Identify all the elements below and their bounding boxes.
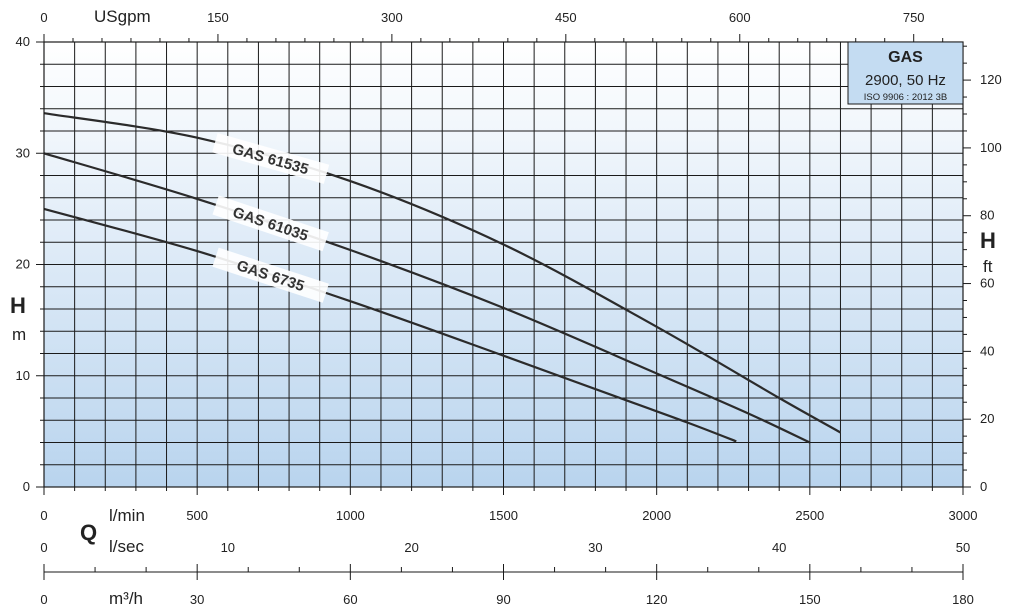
left-axis-tick-label: 0 <box>23 479 30 494</box>
m3h-tick-label: 90 <box>496 592 510 607</box>
left-axis-tick-label: 20 <box>16 257 30 272</box>
lmin-tick-label: 3000 <box>949 508 978 523</box>
lmin-tick-label: 1500 <box>489 508 518 523</box>
top-axis-tick-label: 300 <box>381 10 403 25</box>
left-axis-tick-label: 10 <box>16 368 30 383</box>
m3h-unit-label: m³/h <box>109 589 143 608</box>
top-axis-tick-label: 150 <box>207 10 229 25</box>
right-axis-tick-label: 0 <box>980 479 987 494</box>
info-box-title: GAS <box>888 49 923 66</box>
top-axis-tick-label: 600 <box>729 10 751 25</box>
curve-label-bg <box>212 195 329 252</box>
m3h-tick-label: 0 <box>40 592 47 607</box>
lsec-tick-label: 0 <box>40 540 47 555</box>
lmin-tick-label: 2000 <box>642 508 671 523</box>
m3h-tick-label: 60 <box>343 592 357 607</box>
lmin-unit-label: l/min <box>109 506 145 525</box>
info-box-standard: ISO 9906 : 2012 3B <box>864 92 947 103</box>
grid <box>44 42 963 487</box>
right-axis-tick-label: 100 <box>980 140 1002 155</box>
right-axis-letter: H <box>980 228 996 253</box>
top-axis-tick-label: 750 <box>903 10 925 25</box>
m3h-tick-label: 150 <box>799 592 821 607</box>
info-box-speed: 2900, 50 Hz <box>865 72 946 89</box>
lsec-tick-label: 40 <box>772 540 786 555</box>
lmin-tick-label: 1000 <box>336 508 365 523</box>
q-letter: Q <box>80 520 97 545</box>
lsec-unit-label: l/sec <box>109 537 144 556</box>
lmin-tick-label: 500 <box>186 508 208 523</box>
performance-curves <box>43 112 842 444</box>
right-axis-unit: ft <box>983 257 993 276</box>
info-box: GAS 2900, 50 Hz ISO 9906 : 2012 3B <box>847 41 964 105</box>
lsec-tick-label: 30 <box>588 540 602 555</box>
m3h-tick-label: 120 <box>646 592 668 607</box>
left-axis-tick-label: 30 <box>16 145 30 160</box>
top-axis-tick-label: 0 <box>40 10 47 25</box>
lmin-tick-label: 2500 <box>795 508 824 523</box>
curve-2 <box>43 207 737 443</box>
usgpm-unit-label: USgpm <box>94 7 151 26</box>
lsec-tick-label: 20 <box>404 540 418 555</box>
right-axis-tick-label: 20 <box>980 411 994 426</box>
lmin-tick-label: 0 <box>40 508 47 523</box>
left-axis-unit: m <box>12 325 26 344</box>
curve-1 <box>43 152 811 444</box>
right-axis-tick-label: 120 <box>980 72 1002 87</box>
right-axis-tick-label: 60 <box>980 276 994 291</box>
left-axis-letter: H <box>10 293 26 318</box>
right-axis-tick-label: 80 <box>980 208 994 223</box>
curve-label-bg <box>212 133 330 184</box>
right-axis-tick-label: 40 <box>980 343 994 358</box>
lsec-tick-label: 50 <box>956 540 970 555</box>
left-axis-tick-label: 40 <box>16 34 30 49</box>
lsec-tick-label: 10 <box>221 540 235 555</box>
m3h-tick-label: 180 <box>952 592 974 607</box>
m3h-tick-label: 30 <box>190 592 204 607</box>
curve-label-bg <box>212 247 329 303</box>
curve-0 <box>43 112 842 434</box>
top-axis-tick-label: 450 <box>555 10 577 25</box>
